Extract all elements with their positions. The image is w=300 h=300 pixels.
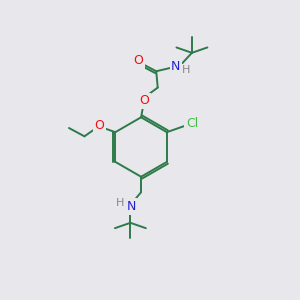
Text: Cl: Cl: [186, 117, 198, 130]
Text: H: H: [182, 65, 190, 75]
Text: N: N: [171, 60, 181, 73]
Text: O: O: [134, 54, 143, 67]
Text: N: N: [126, 200, 136, 213]
Text: H: H: [116, 198, 124, 208]
Text: O: O: [94, 118, 104, 131]
Text: O: O: [139, 94, 149, 107]
